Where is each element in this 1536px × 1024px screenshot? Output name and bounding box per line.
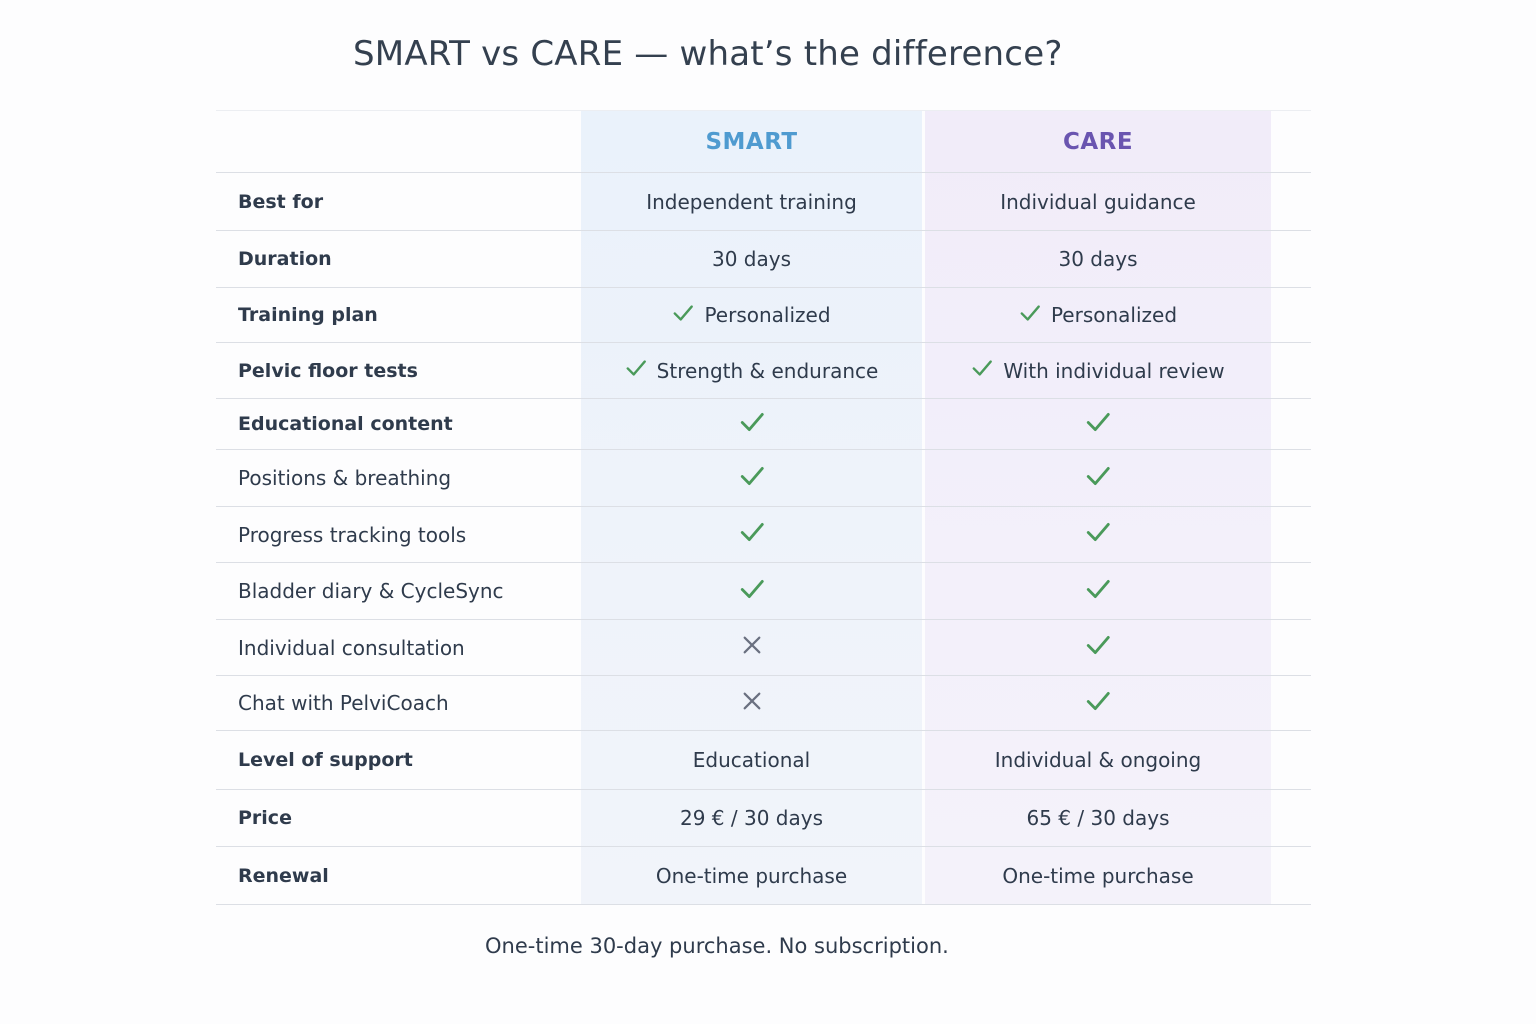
smart-cell [581, 690, 922, 717]
cell-text: Strength & endurance [656, 358, 879, 383]
row-label: Progress tracking tools [238, 522, 467, 547]
table-row: Best for Independent training Individual g… [216, 172, 1311, 230]
check-icon [1085, 409, 1111, 440]
check-icon [625, 357, 647, 384]
row-label: Level of support [238, 749, 413, 771]
row-label: Bladder diary & CycleSync [238, 579, 504, 603]
row-label: Educational content [238, 413, 453, 435]
check-icon [739, 519, 765, 550]
smart-cell: 29 € / 30 days [581, 806, 922, 830]
cross-icon [741, 634, 763, 661]
row-label: Pelvic floor tests [238, 359, 418, 382]
cell-text: Individual guidance [1000, 189, 1196, 214]
check-icon [1019, 302, 1041, 329]
smart-column-background [581, 110, 922, 905]
row-label: Best for [238, 190, 324, 213]
cell-text: Individual & ongoing [994, 748, 1202, 772]
check-icon [1085, 463, 1111, 494]
care-cell: Individual guidance [925, 190, 1271, 214]
cell-text: 29 € / 30 days [680, 806, 823, 830]
smart-cell [581, 409, 922, 440]
row-label: Individual consultation [238, 635, 465, 660]
care-cell: 30 days [925, 247, 1271, 271]
footnote: One-time 30-day purchase. No subscriptio… [485, 934, 949, 958]
check-icon [739, 409, 765, 440]
cross-icon [741, 690, 763, 717]
care-cell [925, 576, 1271, 607]
check-icon [739, 463, 765, 494]
smart-cell: Strength & endurance [581, 357, 922, 384]
check-icon [971, 357, 993, 384]
care-cell [925, 519, 1271, 550]
check-icon [1085, 632, 1111, 663]
cell-text: One-time purchase [1002, 863, 1194, 888]
table-header-row: SMART CARE [216, 110, 1311, 172]
smart-cell [581, 634, 922, 661]
cell-text: 65 € / 30 days [1026, 806, 1170, 830]
cell-text: One-time purchase [655, 863, 848, 888]
care-cell [925, 688, 1271, 719]
column-header-care: CARE [1062, 128, 1134, 155]
care-cell: Personalized [925, 302, 1271, 329]
table-row: Price 29 € / 30 days 65 € / 30 days [216, 789, 1311, 846]
table-row: Individual consultation [216, 619, 1311, 675]
check-icon [1085, 519, 1111, 550]
cell-text: Educational [692, 748, 811, 772]
smart-cell [581, 519, 922, 550]
smart-cell [581, 463, 922, 494]
smart-cell: 30 days [581, 247, 922, 271]
table-row: Duration 30 days 30 days [216, 230, 1311, 287]
table-row: Bladder diary & CycleSync [216, 562, 1311, 619]
cell-text: Personalized [704, 303, 831, 327]
row-label: Training plan [238, 304, 378, 326]
smart-cell: Personalized [581, 302, 922, 329]
care-cell: One-time purchase [925, 864, 1271, 888]
table-body: Best for Independent training Individual g… [216, 172, 1311, 905]
smart-cell: One-time purchase [581, 864, 922, 888]
check-icon [1085, 688, 1111, 719]
table-row: Renewal One-time purchase One-time purchas… [216, 846, 1311, 905]
care-column-background [925, 110, 1271, 905]
table-row: Chat with PelviCoach [216, 675, 1311, 730]
smart-cell: Independent training [581, 190, 922, 214]
check-icon [739, 576, 765, 607]
smart-cell [581, 576, 922, 607]
smart-cell: Educational [581, 748, 922, 772]
row-label: Chat with PelviCoach [238, 691, 449, 715]
table-row: Positions & breathing [216, 449, 1311, 506]
row-label: Duration [238, 248, 332, 270]
care-cell: With individual review [925, 357, 1271, 384]
table-row: Progress tracking tools [216, 506, 1311, 562]
cell-text: With individual review [1003, 358, 1225, 383]
care-cell: 65 € / 30 days [925, 806, 1271, 830]
comparison-table: SMART CARE Best for Independent training I… [216, 110, 1311, 905]
check-icon [1085, 576, 1111, 607]
cell-text: Independent training [646, 189, 857, 214]
care-cell [925, 409, 1271, 440]
care-cell [925, 463, 1271, 494]
check-icon [672, 302, 694, 329]
page-title: SMART vs CARE — what’s the difference? [353, 34, 1063, 74]
table-row: Educational content [216, 398, 1311, 449]
row-label: Price [238, 807, 292, 829]
table-row: Pelvic floor tests Strength & endurance Wi… [216, 342, 1311, 398]
cell-text: Personalized [1050, 303, 1178, 327]
cell-text: 30 days [1058, 247, 1138, 271]
care-cell [925, 632, 1271, 663]
care-cell: Individual & ongoing [925, 748, 1271, 772]
table-row: Level of support Educational Individual & … [216, 730, 1311, 789]
row-label: Renewal [238, 864, 329, 887]
table-row: Training plan Personalized Personalized [216, 287, 1311, 342]
cell-text: 30 days [711, 247, 791, 271]
row-label: Positions & breathing [238, 466, 452, 490]
column-header-smart: SMART [705, 128, 798, 155]
